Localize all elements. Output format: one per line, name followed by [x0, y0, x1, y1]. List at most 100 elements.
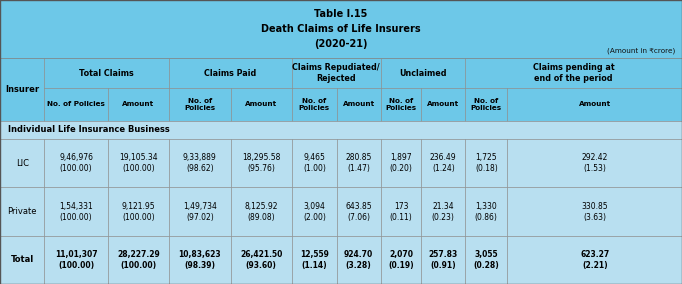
Text: 1,725
(0.18): 1,725 (0.18)	[475, 153, 498, 173]
Bar	[381, 58, 465, 88]
Bar	[231, 139, 292, 187]
Bar	[421, 88, 465, 121]
Bar	[292, 58, 381, 88]
Text: Amount: Amount	[578, 101, 611, 107]
Text: No. of
Policies: No. of Policies	[299, 98, 330, 111]
Text: Private: Private	[8, 207, 37, 216]
Text: 1,897
(0.20): 1,897 (0.20)	[389, 153, 413, 173]
Text: Claims pending at
end of the period: Claims pending at end of the period	[533, 63, 614, 83]
Bar	[0, 187, 44, 236]
Text: 21.34
(0.23): 21.34 (0.23)	[432, 202, 455, 222]
Bar	[292, 187, 337, 236]
Text: 12,559
(1.14): 12,559 (1.14)	[300, 250, 329, 270]
Bar	[292, 88, 337, 121]
Bar	[465, 236, 507, 284]
Bar	[465, 58, 682, 88]
Text: (2020-21): (2020-21)	[314, 39, 368, 49]
Bar	[169, 88, 231, 121]
Text: 19,105.34
(100.00): 19,105.34 (100.00)	[119, 153, 158, 173]
Bar	[169, 58, 292, 88]
Bar	[421, 139, 465, 187]
Text: 18,295.58
(95.76): 18,295.58 (95.76)	[242, 153, 280, 173]
Bar	[108, 139, 169, 187]
Text: 3,094
(2.00): 3,094 (2.00)	[303, 202, 326, 222]
Text: Insurer: Insurer	[5, 85, 40, 94]
Bar	[292, 139, 337, 187]
Text: 3,055
(0.28): 3,055 (0.28)	[473, 250, 499, 270]
Text: 10,83,623
(98.39): 10,83,623 (98.39)	[179, 250, 221, 270]
Bar	[231, 187, 292, 236]
Bar	[421, 187, 465, 236]
Text: No. of
Policies: No. of Policies	[385, 98, 417, 111]
Bar	[44, 58, 169, 88]
Bar	[465, 88, 507, 121]
Bar	[507, 88, 682, 121]
Bar	[169, 187, 231, 236]
Bar	[465, 139, 507, 187]
Text: 280.85
(1.47): 280.85 (1.47)	[346, 153, 372, 173]
Text: 1,330
(0.86): 1,330 (0.86)	[475, 202, 498, 222]
Bar	[507, 187, 682, 236]
Bar	[231, 88, 292, 121]
Bar	[0, 236, 44, 284]
Text: 257.83
(0.91): 257.83 (0.91)	[429, 250, 458, 270]
Text: 11,01,307
(100.00): 11,01,307 (100.00)	[55, 250, 98, 270]
Bar	[292, 236, 337, 284]
Text: 9,46,976
(100.00): 9,46,976 (100.00)	[59, 153, 93, 173]
Text: No. of
Policies: No. of Policies	[184, 98, 216, 111]
Text: LIC: LIC	[16, 159, 29, 168]
Text: 2,070
(0.19): 2,070 (0.19)	[388, 250, 414, 270]
Text: Amount: Amount	[122, 101, 155, 107]
Text: 28,227.29
(100.00): 28,227.29 (100.00)	[117, 250, 160, 270]
Bar	[337, 187, 381, 236]
Bar	[381, 88, 421, 121]
Bar	[108, 187, 169, 236]
Text: (Amount in ₹crore): (Amount in ₹crore)	[607, 47, 675, 54]
Bar	[0, 121, 682, 139]
Text: 26,421.50
(93.60): 26,421.50 (93.60)	[240, 250, 282, 270]
Bar	[465, 187, 507, 236]
Bar	[381, 236, 421, 284]
Text: No. of Policies: No. of Policies	[47, 101, 105, 107]
Bar	[337, 139, 381, 187]
Text: Total: Total	[10, 255, 34, 264]
Text: Claims Paid: Claims Paid	[205, 69, 256, 78]
Bar	[381, 187, 421, 236]
Text: Table I.15: Table I.15	[314, 9, 368, 19]
Text: 9,465
(1.00): 9,465 (1.00)	[303, 153, 326, 173]
Text: 924.70
(3.28): 924.70 (3.28)	[344, 250, 373, 270]
Text: 236.49
(1.24): 236.49 (1.24)	[430, 153, 457, 173]
Bar	[507, 236, 682, 284]
Text: 173
(0.11): 173 (0.11)	[389, 202, 413, 222]
Bar	[337, 88, 381, 121]
Text: Amount: Amount	[342, 101, 375, 107]
Bar	[44, 88, 108, 121]
Bar	[381, 139, 421, 187]
Bar	[337, 236, 381, 284]
Bar	[44, 236, 108, 284]
Bar	[108, 236, 169, 284]
Text: Individual Life Insurance Business: Individual Life Insurance Business	[8, 126, 170, 134]
Text: 330.85
(3.63): 330.85 (3.63)	[581, 202, 608, 222]
Bar	[421, 236, 465, 284]
Bar	[0, 0, 682, 58]
Bar	[44, 139, 108, 187]
Bar	[169, 139, 231, 187]
Bar	[0, 58, 44, 121]
Text: 8,125.92
(89.08): 8,125.92 (89.08)	[244, 202, 278, 222]
Bar	[169, 236, 231, 284]
Text: Amount: Amount	[427, 101, 460, 107]
Text: 1,49,734
(97.02): 1,49,734 (97.02)	[183, 202, 217, 222]
Text: 9,121.95
(100.00): 9,121.95 (100.00)	[121, 202, 155, 222]
Bar	[0, 139, 44, 187]
Text: Claims Repudiated/
Rejected: Claims Repudiated/ Rejected	[293, 63, 380, 83]
Bar	[231, 236, 292, 284]
Text: Amount: Amount	[245, 101, 278, 107]
Bar	[44, 187, 108, 236]
Text: 1,54,331
(100.00): 1,54,331 (100.00)	[59, 202, 93, 222]
Text: 643.85
(7.06): 643.85 (7.06)	[345, 202, 372, 222]
Bar	[108, 88, 169, 121]
Text: 292.42
(1.53): 292.42 (1.53)	[582, 153, 608, 173]
Text: 623.27
(2.21): 623.27 (2.21)	[580, 250, 609, 270]
Text: Death Claims of Life Insurers: Death Claims of Life Insurers	[261, 24, 421, 34]
